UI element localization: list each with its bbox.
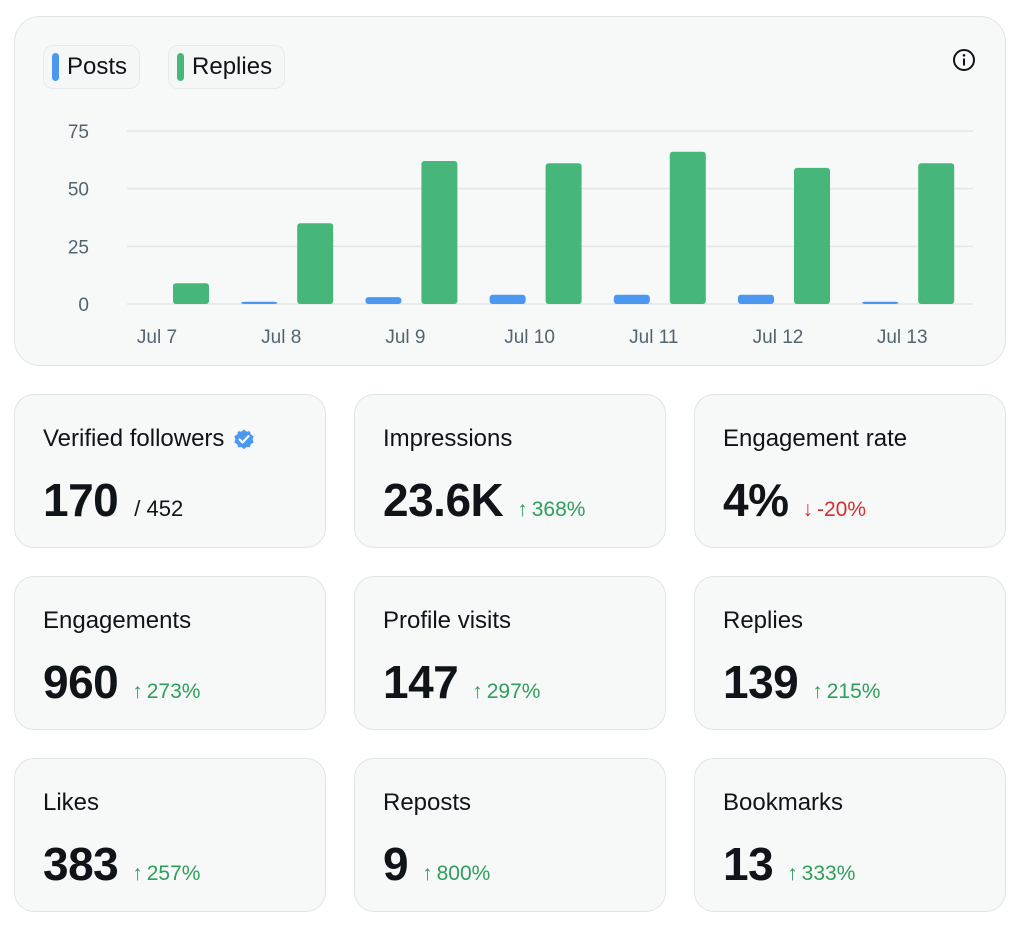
bar-posts (613, 294, 650, 304)
bar-replies (669, 151, 706, 304)
stat-value: 383 (43, 838, 119, 890)
arrow-up-icon: ↑ (132, 862, 143, 885)
stat-change: ↑ 800% (422, 862, 490, 886)
stat-change-value: 368% (531, 498, 586, 521)
stat-value: 960 (43, 656, 119, 708)
stat-change-value: 273% (146, 680, 201, 703)
stat-value-row: 9 ↑ 800% (383, 837, 490, 891)
stat-value: 23.6K (383, 474, 504, 526)
stat-value: 147 (383, 656, 459, 708)
bar-posts (489, 294, 526, 304)
stat-value-row: 139 ↑ 215% (723, 655, 880, 709)
stat-card-reposts[interactable]: Reposts 9 ↑ 800% (354, 758, 666, 912)
stat-value: 139 (723, 656, 799, 708)
stat-value-row: 147 ↑ 297% (383, 655, 540, 709)
bar-replies (918, 163, 955, 304)
bar-posts (365, 297, 402, 304)
stat-card-bookmarks[interactable]: Bookmarks 13 ↑ 333% (694, 758, 1006, 912)
stat-label: Reposts (383, 789, 472, 816)
stat-total: / 452 (134, 496, 184, 521)
posts-swatch (52, 53, 59, 81)
legend-replies[interactable]: Replies (168, 45, 286, 89)
bar-replies (421, 160, 458, 304)
legend-posts-label: Posts (67, 53, 128, 80)
stat-change-value: 297% (486, 680, 541, 703)
stat-value-row: 23.6K ↑ 368% (383, 473, 585, 527)
stat-label: Replies (723, 607, 804, 634)
replies-swatch (177, 53, 185, 81)
stat-change: ↑ 257% (132, 862, 200, 886)
stat-label: Impressions (383, 425, 513, 452)
bar-replies (794, 167, 830, 304)
stat-value: 4% (723, 474, 789, 526)
arrow-up-icon: ↑ (812, 680, 823, 703)
arrow-up-icon: ↑ (132, 680, 143, 703)
y-tick-label: 75 (68, 122, 89, 143)
x-tick-label: Jul 13 (877, 327, 928, 348)
y-tick-label: 50 (68, 180, 89, 201)
stat-value-row: 4% ↓ -20% (723, 473, 866, 527)
stat-card-impressions[interactable]: Impressions 23.6K ↑ 368% (354, 394, 666, 548)
stat-value: 170 (43, 474, 119, 526)
arrow-up-icon: ↑ (787, 862, 798, 885)
legend-replies-label: Replies (192, 53, 273, 80)
stat-value-row: 13 ↑ 333% (723, 837, 855, 891)
bar-replies (545, 163, 582, 304)
x-tick-label: Jul 11 (629, 327, 678, 348)
info-icon[interactable] (951, 47, 977, 73)
y-tick-label: 25 (68, 237, 89, 258)
arrow-up-icon: ↑ (422, 862, 433, 885)
stat-label: Profile visits (383, 607, 512, 634)
x-tick-label: Jul 7 (137, 327, 177, 348)
chart-legend: Posts Replies (43, 45, 286, 89)
stat-label: Engagements (43, 607, 192, 634)
stat-value-row: 170 / 452 (43, 473, 183, 527)
stat-change-value: 800% (436, 862, 491, 885)
stat-card-profile-visits[interactable]: Profile visits 147 ↑ 297% (354, 576, 666, 730)
stat-value-row: 960 ↑ 273% (43, 655, 200, 709)
stat-value: 9 (383, 838, 409, 890)
bar-posts (241, 301, 278, 304)
arrow-up-icon: ↑ (472, 680, 483, 703)
stat-change: ↑ 368% (517, 498, 585, 522)
bar-posts (862, 301, 899, 304)
stat-change-value: 257% (146, 862, 201, 885)
stat-card-likes[interactable]: Likes 383 ↑ 257% (14, 758, 326, 912)
bar-replies (297, 223, 334, 304)
stat-label: Verified followers (43, 425, 256, 453)
x-tick-label: Jul 10 (504, 327, 555, 348)
legend-posts[interactable]: Posts (43, 45, 141, 89)
stat-label: Likes (43, 789, 100, 816)
arrow-down-icon: ↓ (802, 498, 813, 521)
stat-change-value: -20% (816, 498, 867, 521)
x-tick-label: Jul 12 (753, 327, 804, 348)
bar-chart: 0 25 50 75 Jul 7 Jul 8 Jul 9 Jul 10 Jul 11 Jul 12… (68, 122, 973, 348)
verified-badge-icon (234, 429, 255, 450)
x-tick-label: Jul 9 (385, 327, 425, 348)
stat-label: Bookmarks (723, 789, 844, 816)
stat-label: Engagement rate (723, 425, 908, 452)
stat-value: 13 (723, 838, 774, 890)
arrow-up-icon: ↑ (517, 498, 528, 521)
stat-change-value: 333% (801, 862, 856, 885)
stat-change: ↑ 273% (132, 680, 200, 704)
stat-change: ↑ 215% (812, 680, 880, 704)
stat-card-engagement-rate[interactable]: Engagement rate 4% ↓ -20% (694, 394, 1006, 548)
stat-value-row: 383 ↑ 257% (43, 837, 200, 891)
y-tick-label: 0 (78, 295, 89, 316)
bar-replies (173, 283, 209, 304)
bar-posts (738, 294, 774, 304)
stat-change: ↓ -20% (802, 498, 866, 522)
chart-card: 0 25 50 75 Jul 7 Jul 8 Jul 9 Jul 10 Jul 11 Jul 12… (14, 16, 1006, 366)
stat-card-engagements[interactable]: Engagements 960 ↑ 273% (14, 576, 326, 730)
stat-change: ↑ 333% (787, 862, 855, 886)
stat-change: ↑ 297% (472, 680, 540, 704)
stat-change-value: 215% (826, 680, 881, 703)
x-tick-label: Jul 8 (261, 327, 301, 348)
stat-card-replies[interactable]: Replies 139 ↑ 215% (694, 576, 1006, 730)
stat-card-verified-followers[interactable]: Verified followers 170 / 452 (14, 394, 326, 548)
stat-label-text: Verified followers (43, 425, 225, 452)
